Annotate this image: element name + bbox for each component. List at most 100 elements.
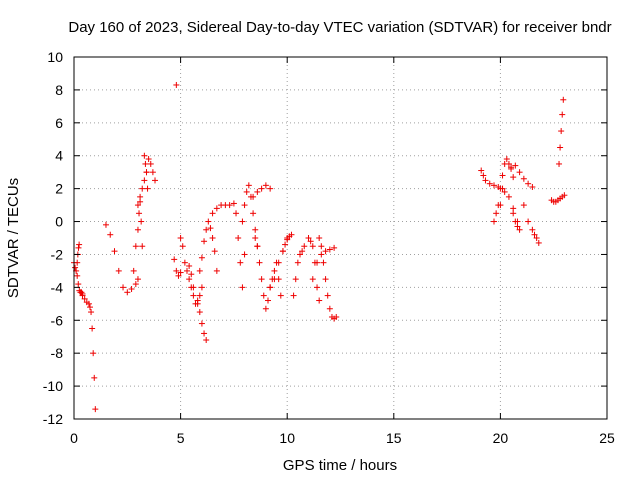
series-arc-8 [171, 256, 184, 279]
data-point [559, 111, 566, 118]
axis-ticks [73, 56, 608, 420]
data-point [88, 309, 95, 316]
series-arc-22 [309, 244, 338, 283]
data-point [333, 313, 340, 320]
plot-frame [73, 56, 608, 420]
grid-lines [74, 57, 607, 419]
data-point [314, 284, 321, 291]
data-point [557, 144, 564, 151]
data-point [235, 235, 242, 241]
data-point [482, 177, 489, 184]
data-point [516, 169, 523, 176]
data-point [209, 210, 216, 217]
data-point [309, 276, 316, 283]
data-point [241, 202, 248, 209]
y-tick-label: 10 [47, 49, 63, 65]
data-point [76, 241, 83, 248]
data-point [198, 320, 205, 327]
data-point [72, 264, 79, 271]
data-point [558, 128, 565, 135]
data-point [173, 81, 180, 88]
data-point [254, 243, 261, 250]
data-point [201, 238, 208, 245]
data-point [196, 309, 203, 316]
data-point [324, 292, 331, 299]
x-tick-label: 20 [493, 430, 509, 446]
data-point [107, 231, 114, 238]
data-point [134, 202, 141, 209]
data-point [505, 193, 512, 200]
data-point [203, 226, 210, 233]
y-axis-label: SDTVAR / TECUs [5, 178, 22, 298]
data-point [181, 259, 188, 266]
series-arc-14 [233, 210, 248, 291]
data-point [194, 300, 201, 307]
y-tick-label: 2 [55, 181, 63, 197]
series-arc-5 [130, 198, 146, 274]
data-point [529, 226, 536, 233]
data-point [503, 156, 510, 163]
chart-title: Day 160 of 2023, Sidereal Day-to-day VTE… [68, 19, 611, 36]
data-point [318, 251, 325, 258]
data-point [239, 284, 246, 291]
data-point [205, 218, 212, 225]
data-point [267, 185, 274, 192]
data-point [130, 267, 137, 274]
data-points [71, 81, 568, 413]
series-arc-26 [497, 188, 521, 225]
data-point [326, 246, 333, 253]
data-point [143, 169, 150, 176]
data-point [149, 169, 156, 176]
data-point [198, 254, 205, 261]
data-point [316, 235, 323, 241]
data-point [89, 325, 96, 332]
data-point [512, 162, 519, 169]
data-point [211, 248, 218, 255]
y-tick-label: 4 [55, 148, 63, 164]
y-tick-label: -6 [51, 312, 64, 328]
data-point [478, 167, 485, 174]
data-point [132, 243, 139, 250]
data-point [520, 175, 527, 182]
data-point [320, 259, 327, 266]
data-point [111, 248, 118, 255]
data-point [144, 185, 151, 192]
data-point [279, 248, 286, 255]
data-point [491, 182, 498, 189]
data-point [190, 292, 197, 299]
data-point [501, 188, 508, 195]
series-arc-30 [548, 192, 568, 205]
data-point [179, 243, 186, 250]
data-point [134, 276, 141, 283]
data-point [241, 251, 248, 258]
series-arc-3 [79, 292, 99, 413]
y-tick-label: 0 [55, 214, 63, 230]
series-arc-16 [250, 182, 274, 200]
data-point [177, 269, 184, 276]
data-point [271, 267, 278, 274]
data-point [258, 276, 265, 283]
data-point [201, 330, 208, 337]
data-point [196, 292, 203, 299]
data-point [145, 156, 152, 163]
series-arc-31 [556, 96, 567, 167]
data-point [533, 235, 540, 241]
data-point [497, 202, 504, 209]
data-point [480, 172, 487, 179]
data-point [307, 238, 314, 245]
data-point [508, 164, 515, 171]
data-point [139, 243, 146, 250]
y-tick-label: -10 [43, 378, 63, 394]
data-point [250, 210, 257, 217]
data-point [282, 241, 289, 248]
data-point [91, 374, 98, 381]
y-tick-label: -4 [51, 279, 64, 295]
series-arc-25 [491, 156, 517, 225]
data-point [252, 235, 259, 241]
data-point [79, 292, 86, 299]
data-point [171, 256, 178, 263]
series-arc-28 [510, 210, 523, 233]
data-point [510, 174, 517, 181]
data-point [90, 350, 97, 357]
